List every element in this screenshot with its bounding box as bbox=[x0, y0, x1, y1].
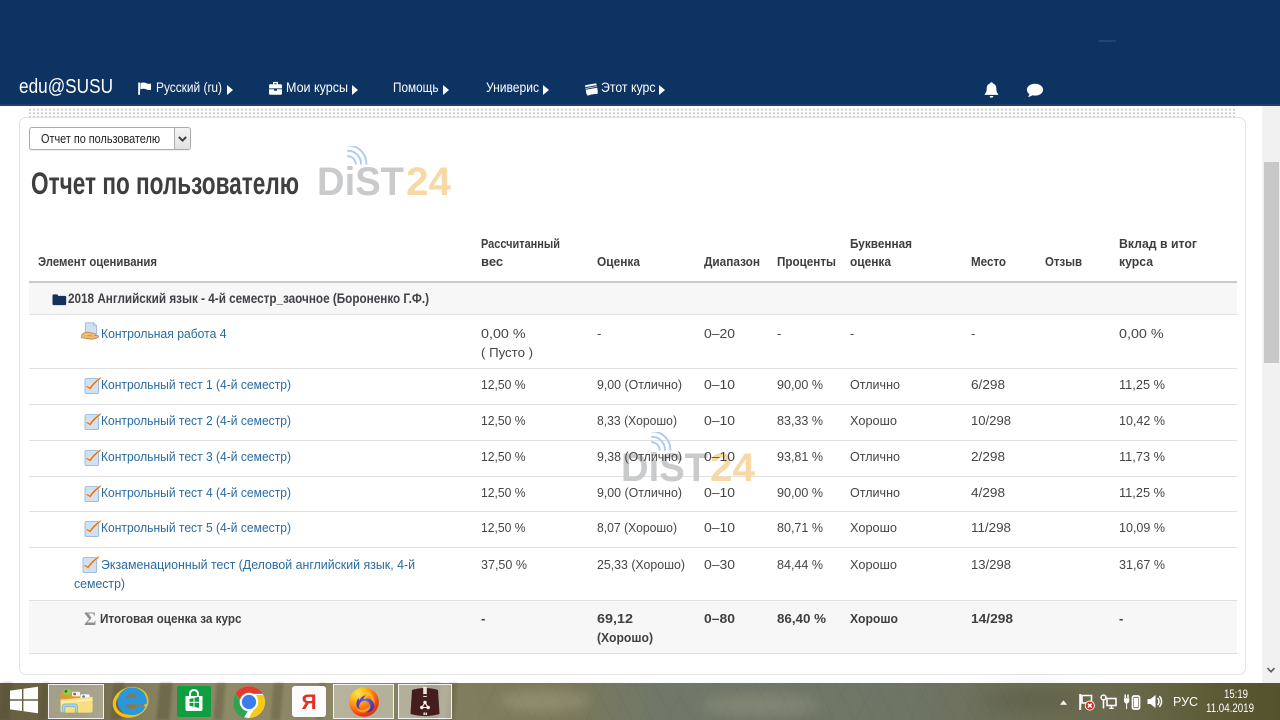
svg-text:Я: Я bbox=[301, 691, 316, 714]
